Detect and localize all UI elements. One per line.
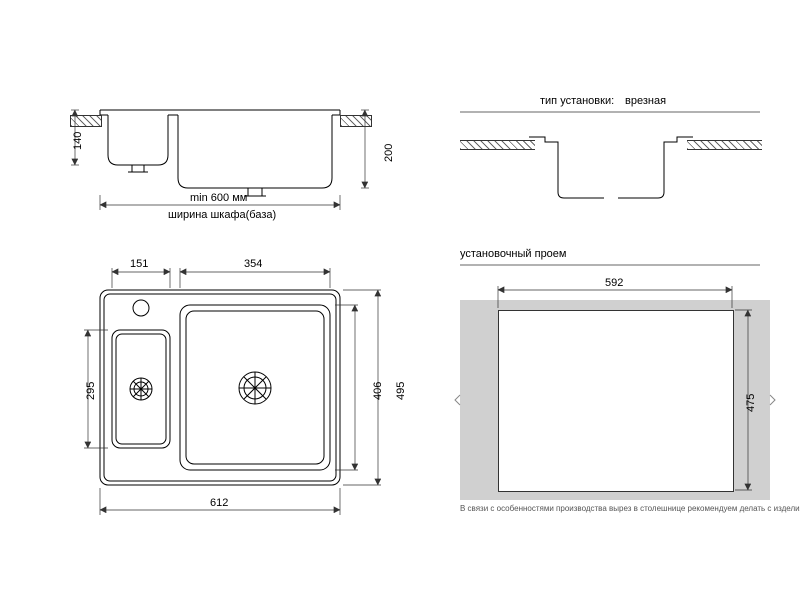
drawing-canvas: 140 200 min 600 мм ширина шкафа(база) <box>0 0 800 600</box>
cutout-note: В связи с особенностями производства выр… <box>460 504 800 513</box>
dim-475: 475 <box>745 394 757 412</box>
dim-592: 592 <box>605 277 623 289</box>
